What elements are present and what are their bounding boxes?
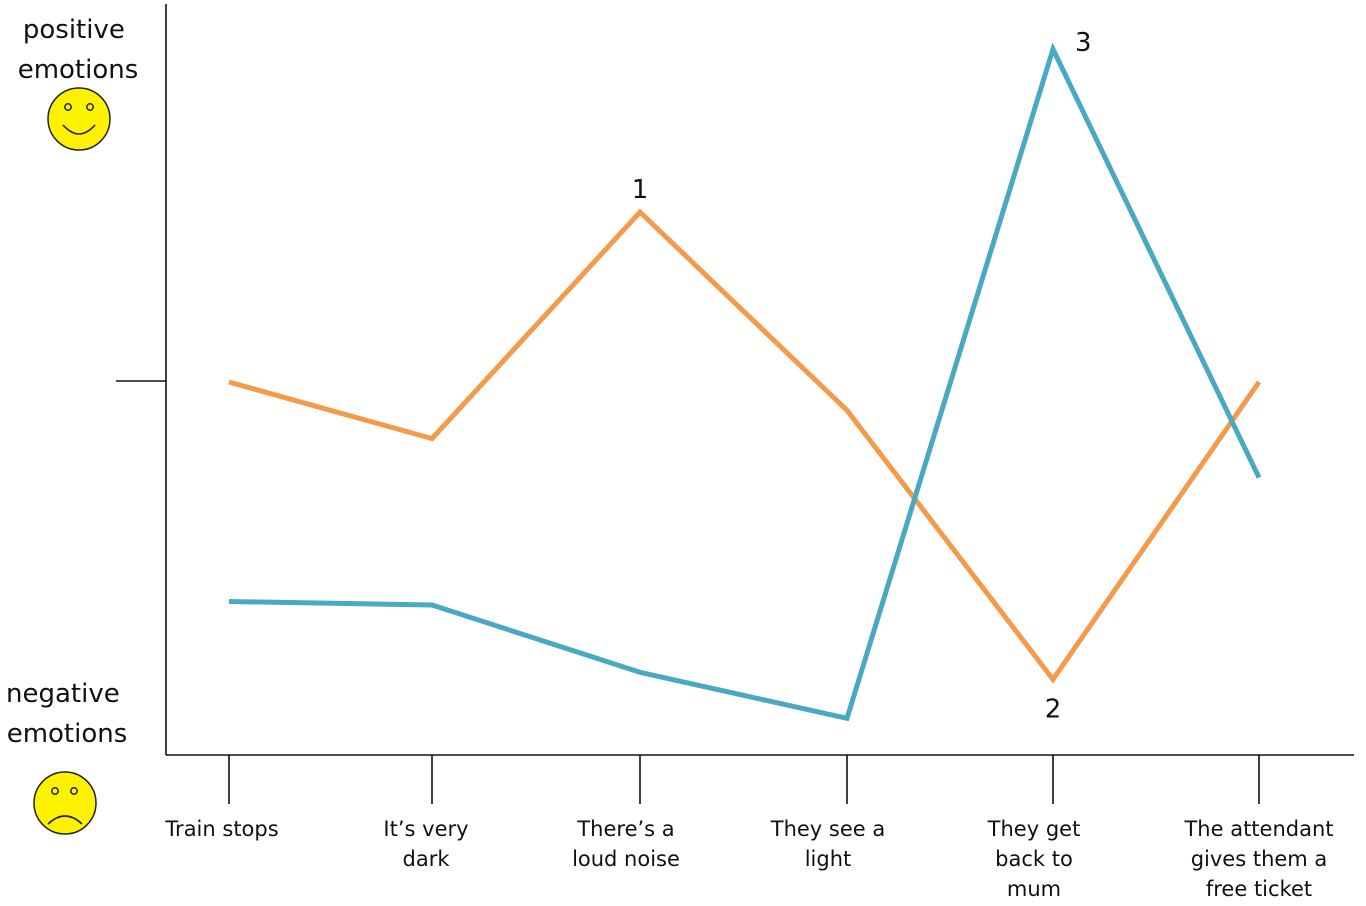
negative-emotions-line-2: emotions [7, 719, 128, 749]
annotation-label: 2 [1045, 694, 1062, 724]
annotation-label: 3 [1075, 28, 1092, 58]
series-lines [228, 42, 1262, 722]
point-annotations: 1 2 3 [632, 28, 1092, 724]
series-line-2 [228, 42, 1262, 722]
sad-face-icon [33, 771, 97, 835]
annotation-label: 1 [632, 175, 649, 205]
smiley-face-icon [47, 87, 111, 151]
x-tick-label: There’s a loud noise [572, 817, 680, 871]
x-tick-label: They get back to mum [987, 817, 1081, 901]
negative-emotions-line-1: negative [6, 679, 120, 709]
x-tick-label: They see a light [770, 817, 886, 871]
x-tick-label: Train stops [164, 817, 278, 841]
x-tick-label: It’s very dark [383, 817, 468, 871]
x-tick-label: The attendant gives them a free ticket [1183, 817, 1333, 901]
negative-emotions-label: negative emotions [6, 679, 128, 749]
series-line-1 [228, 208, 1262, 684]
positive-emotions-line-1: positive [23, 15, 125, 45]
x-axis-tick-labels: Train stops It’s very dark There’s a loud no… [164, 817, 1333, 901]
x-axis-ticks [228, 755, 1260, 804]
positive-emotions-label: positive emotions [18, 15, 139, 85]
positive-emotions-line-2: emotions [18, 55, 139, 85]
